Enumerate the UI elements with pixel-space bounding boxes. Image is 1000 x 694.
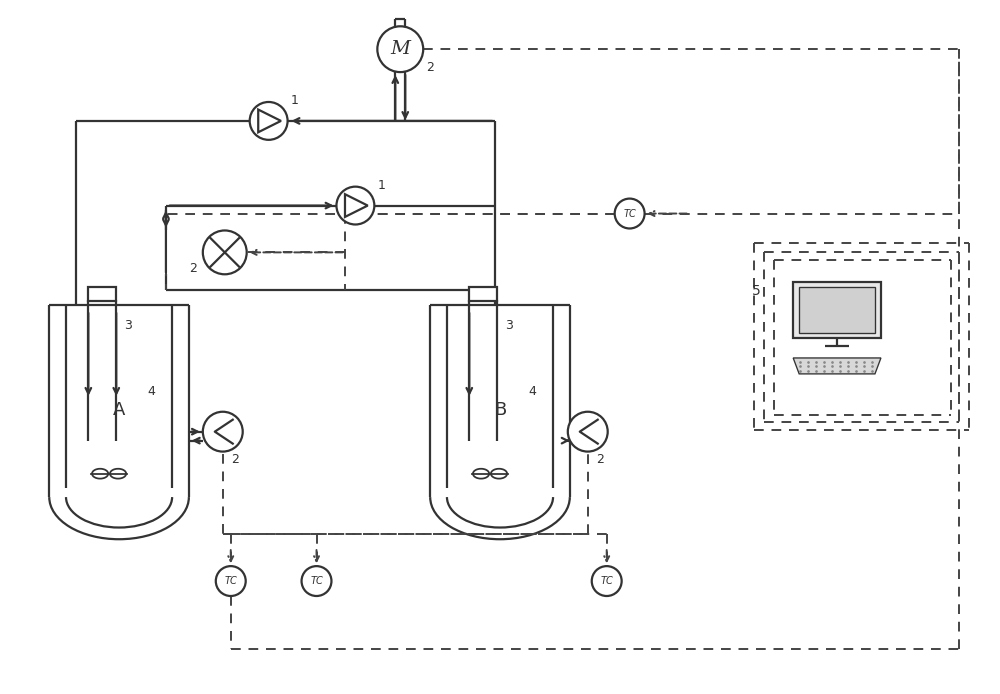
FancyBboxPatch shape bbox=[793, 282, 881, 338]
Circle shape bbox=[203, 230, 247, 274]
Text: 2: 2 bbox=[596, 453, 604, 466]
Text: 1: 1 bbox=[291, 94, 298, 108]
Text: TC: TC bbox=[224, 576, 237, 586]
Text: A: A bbox=[113, 402, 125, 419]
Circle shape bbox=[203, 412, 243, 452]
Polygon shape bbox=[793, 358, 881, 374]
FancyBboxPatch shape bbox=[799, 287, 875, 333]
Text: 3: 3 bbox=[505, 319, 513, 332]
Circle shape bbox=[568, 412, 608, 452]
Text: 4: 4 bbox=[148, 384, 156, 398]
Text: 3: 3 bbox=[124, 319, 132, 332]
Text: 2: 2 bbox=[189, 262, 197, 275]
Text: TC: TC bbox=[623, 208, 636, 219]
Circle shape bbox=[592, 566, 622, 596]
Circle shape bbox=[336, 187, 374, 224]
Circle shape bbox=[302, 566, 331, 596]
Text: M: M bbox=[390, 40, 410, 58]
Text: TC: TC bbox=[310, 576, 323, 586]
Text: 2: 2 bbox=[426, 60, 434, 74]
Text: 2: 2 bbox=[231, 453, 239, 466]
Circle shape bbox=[250, 102, 288, 139]
Text: 5: 5 bbox=[752, 285, 761, 298]
Circle shape bbox=[377, 26, 423, 72]
Text: B: B bbox=[494, 402, 506, 419]
Text: TC: TC bbox=[600, 576, 613, 586]
Text: 4: 4 bbox=[529, 384, 537, 398]
Circle shape bbox=[615, 198, 645, 228]
Text: 1: 1 bbox=[377, 179, 385, 192]
Circle shape bbox=[216, 566, 246, 596]
FancyBboxPatch shape bbox=[88, 287, 116, 301]
FancyBboxPatch shape bbox=[469, 287, 497, 301]
